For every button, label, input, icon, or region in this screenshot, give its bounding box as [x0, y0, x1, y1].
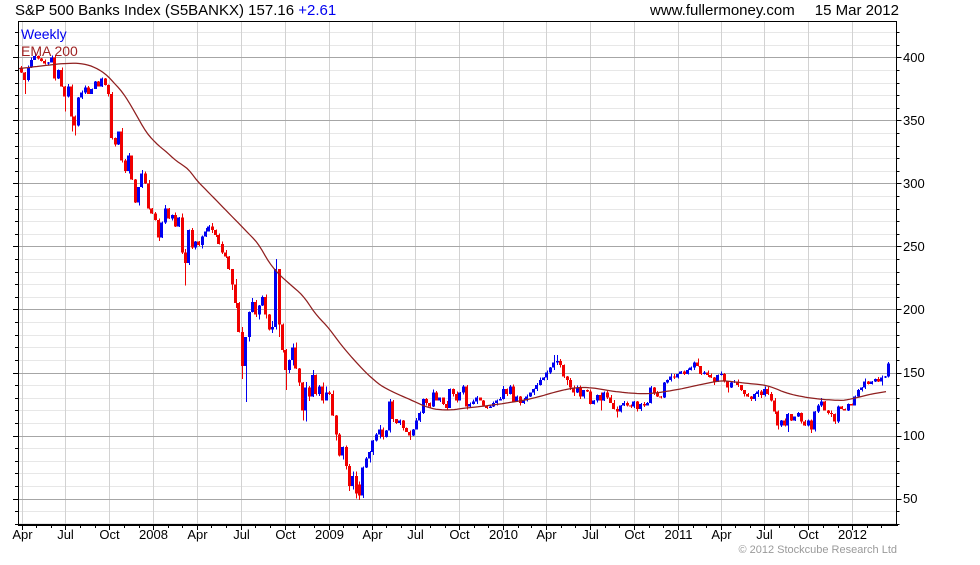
svg-text:250: 250	[903, 239, 925, 254]
svg-text:Apr: Apr	[362, 527, 383, 542]
svg-text:2009: 2009	[315, 527, 344, 542]
svg-text:Oct: Oct	[275, 527, 296, 542]
svg-text:2011: 2011	[665, 527, 693, 542]
svg-text:Weekly: Weekly	[21, 26, 67, 42]
svg-text:© 2012 Stockcube Research Ltd: © 2012 Stockcube Research Ltd	[738, 544, 897, 556]
svg-text:50: 50	[903, 491, 917, 506]
svg-text:Jul: Jul	[57, 527, 74, 542]
svg-text:350: 350	[903, 113, 925, 128]
svg-text:300: 300	[903, 176, 925, 191]
svg-text:Jul: Jul	[756, 527, 773, 542]
svg-text:2010: 2010	[489, 527, 518, 542]
svg-text:200: 200	[903, 302, 925, 317]
svg-text:Apr: Apr	[12, 527, 33, 542]
svg-text:Jul: Jul	[233, 527, 250, 542]
svg-text:Oct: Oct	[798, 527, 819, 542]
svg-text:S&P 500 Banks Index (S5BANKX): S&P 500 Banks Index (S5BANKX) 157.16 +2.…	[15, 2, 336, 19]
svg-text:Apr: Apr	[711, 527, 732, 542]
svg-text:15 Mar 2012: 15 Mar 2012	[815, 2, 899, 19]
svg-text:Oct: Oct	[624, 527, 645, 542]
svg-text:2008: 2008	[139, 527, 168, 542]
svg-text:2012: 2012	[838, 527, 867, 542]
svg-text:Jul: Jul	[582, 527, 599, 542]
svg-text:Jul: Jul	[407, 527, 424, 542]
svg-text:Apr: Apr	[536, 527, 557, 542]
svg-text:Oct: Oct	[449, 527, 470, 542]
svg-text:150: 150	[903, 365, 925, 380]
svg-text:Oct: Oct	[99, 527, 120, 542]
svg-text:100: 100	[903, 428, 925, 443]
svg-text:EMA 200: EMA 200	[21, 43, 78, 59]
svg-text:400: 400	[903, 50, 925, 65]
svg-text:Apr: Apr	[187, 527, 208, 542]
svg-text:www.fullermoney.com: www.fullermoney.com	[649, 2, 795, 19]
